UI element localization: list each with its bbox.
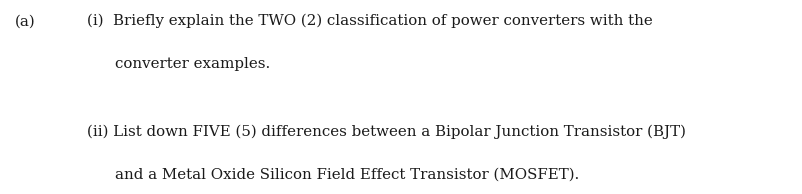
Text: and a Metal Oxide Silicon Field Effect Transistor (MOSFET).: and a Metal Oxide Silicon Field Effect T… bbox=[115, 167, 579, 181]
Text: converter examples.: converter examples. bbox=[115, 57, 270, 71]
Text: (i)  Briefly explain the TWO (2) classification of power converters with the: (i) Briefly explain the TWO (2) classifi… bbox=[87, 14, 652, 28]
Text: (a): (a) bbox=[14, 14, 35, 28]
Text: (ii) List down FIVE (5) differences between a Bipolar Junction Transistor (BJT): (ii) List down FIVE (5) differences betw… bbox=[87, 124, 686, 139]
